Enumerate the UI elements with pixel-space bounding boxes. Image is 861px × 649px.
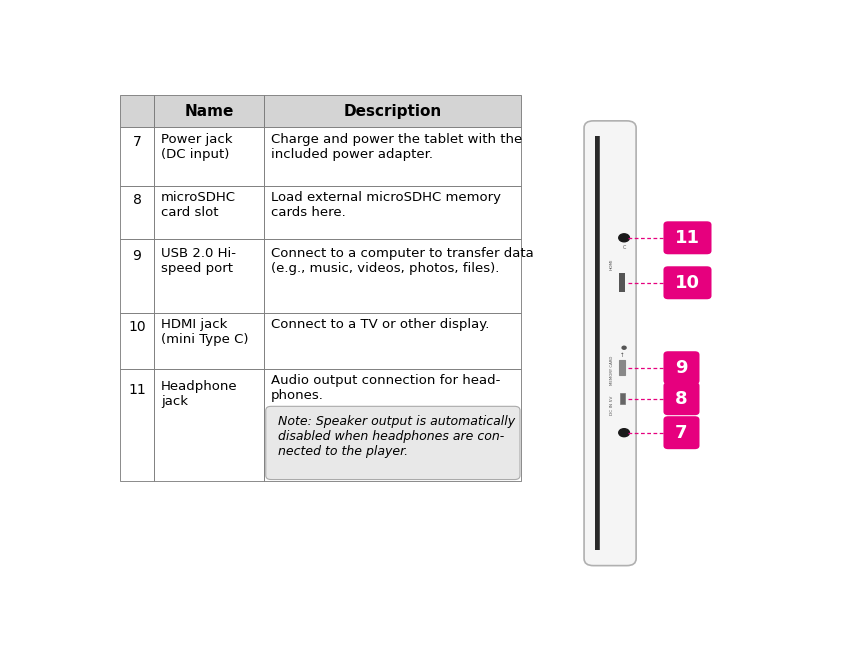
Text: 11: 11 [675,229,700,247]
Circle shape [619,429,629,437]
Text: microSDHC
card slot: microSDHC card slot [161,191,236,219]
Text: 7: 7 [133,134,141,149]
Text: 10: 10 [128,320,146,334]
Text: Connect to a computer to transfer data
(e.g., music, videos, photos, files).: Connect to a computer to transfer data (… [271,247,534,275]
Bar [619,273,625,292]
Circle shape [619,234,629,242]
Text: HDMI jack
(mini Type C): HDMI jack (mini Type C) [161,319,249,347]
Bar [620,393,625,404]
Text: Power jack
(DC input): Power jack (DC input) [161,133,232,161]
FancyBboxPatch shape [664,266,711,299]
Text: Headphone
jack: Headphone jack [161,380,238,408]
Text: MEMORY CARD: MEMORY CARD [610,356,614,385]
Text: HDMI: HDMI [610,259,614,270]
Bar [264,239,521,313]
Text: 10: 10 [675,274,700,292]
Bar [120,127,154,186]
Text: 8: 8 [675,389,688,408]
Bar [154,313,264,369]
Text: Charge and power the tablet with the
included power adapter.: Charge and power the tablet with the inc… [271,133,523,161]
Bar [598,136,600,550]
Text: 8: 8 [133,193,141,207]
Bar [264,369,521,481]
FancyBboxPatch shape [664,416,699,449]
Bar [120,369,154,481]
Text: Connect to a TV or other display.: Connect to a TV or other display. [271,319,490,332]
Bar [264,186,521,239]
Text: C: C [623,245,626,250]
Text: ↑: ↑ [620,352,624,358]
Text: Note: Speaker output is automatically
disabled when headphones are con-
nected t: Note: Speaker output is automatically di… [278,415,515,458]
Bar [120,313,154,369]
Bar [154,369,264,481]
Bar [264,95,521,127]
Bar [120,95,154,127]
Bar [120,186,154,239]
Text: DC IN 5V: DC IN 5V [610,396,614,415]
Bar [154,95,264,127]
Bar [264,127,521,186]
FancyBboxPatch shape [584,121,636,566]
FancyBboxPatch shape [664,351,699,384]
Bar [154,127,264,186]
Text: 7: 7 [675,424,688,442]
FancyBboxPatch shape [664,221,711,254]
FancyBboxPatch shape [664,382,699,415]
Bar [154,186,264,239]
Bar [154,239,264,313]
FancyBboxPatch shape [266,406,520,480]
Text: 11: 11 [128,384,146,397]
Bar [120,239,154,313]
Text: Audio output connection for head-
phones.: Audio output connection for head- phones… [271,374,500,402]
Text: Description: Description [344,104,442,119]
Text: Name: Name [185,104,234,119]
Bar [595,136,598,550]
Bar [619,360,625,375]
Text: Load external microSDHC memory
cards here.: Load external microSDHC memory cards her… [271,191,501,219]
Text: 9: 9 [675,359,688,376]
Circle shape [623,346,626,349]
Text: USB 2.0 Hi-
speed port: USB 2.0 Hi- speed port [161,247,236,275]
Text: 9: 9 [133,249,141,263]
Bar [264,313,521,369]
